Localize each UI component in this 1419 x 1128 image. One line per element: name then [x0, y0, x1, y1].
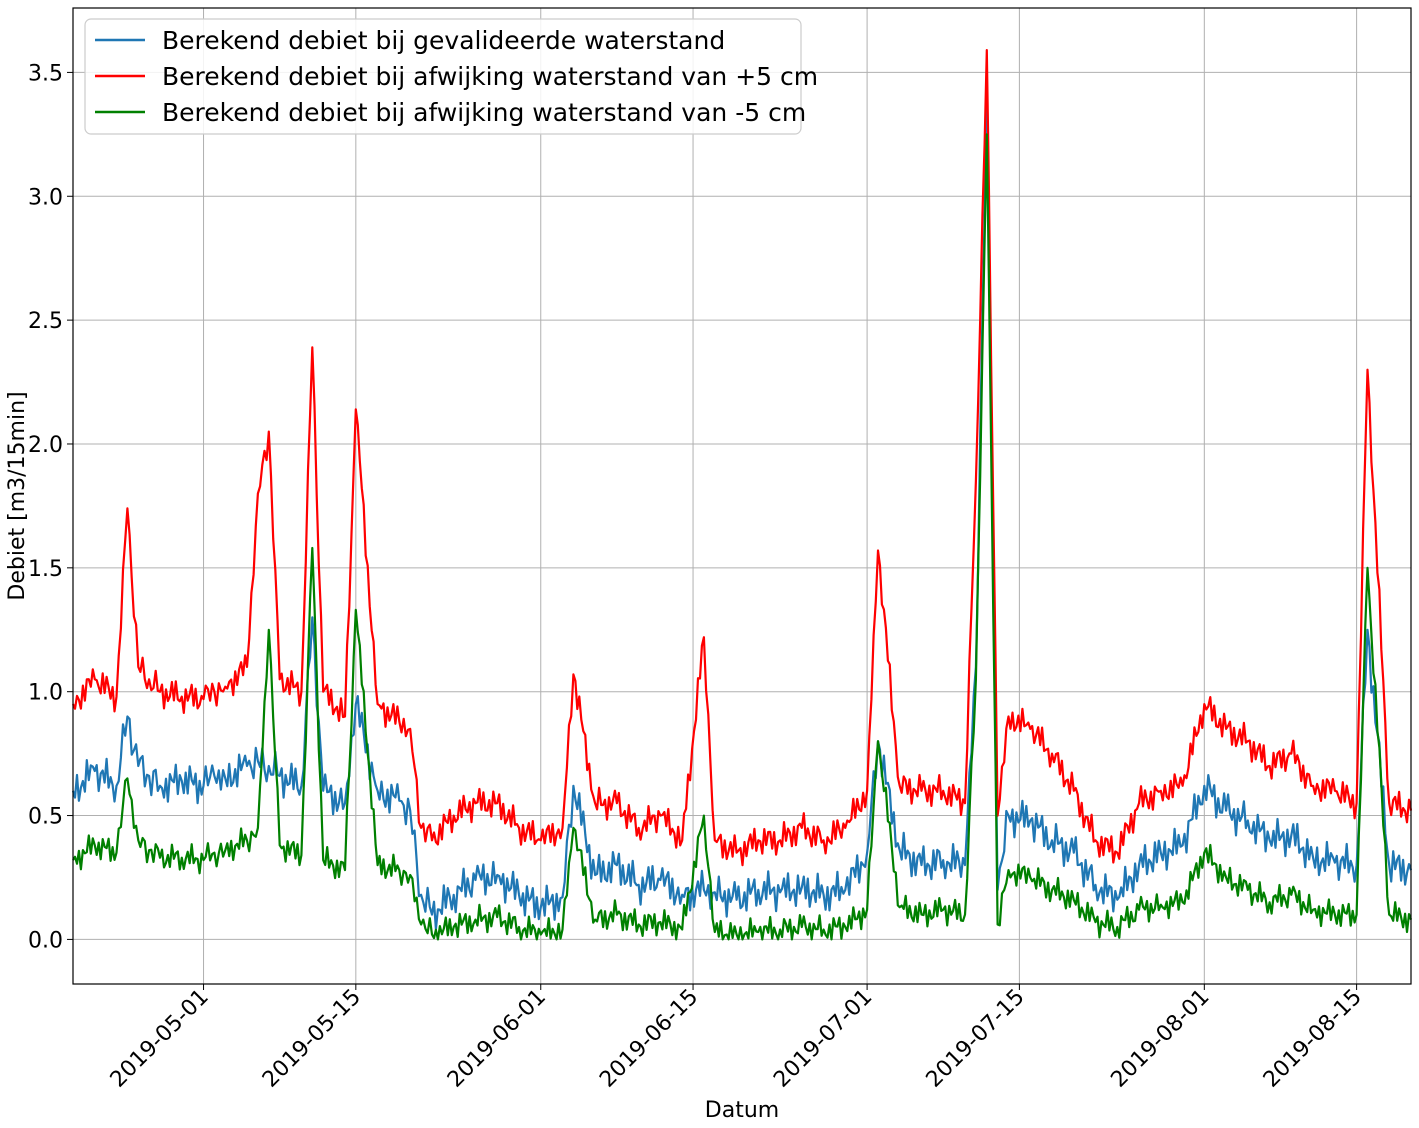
- x-tick-label: 2019-05-01: [106, 985, 214, 1093]
- x-tick-label: 2019-07-15: [922, 985, 1030, 1093]
- grid: [73, 8, 1411, 984]
- legend-label: Berekend debiet bij afwijking waterstand…: [162, 62, 818, 91]
- legend: Berekend debiet bij gevalideerde waterst…: [84, 18, 818, 135]
- y-tick-label: 0.0: [28, 928, 63, 953]
- y-tick-label: 0.5: [28, 805, 63, 830]
- series-line-2: [71, 49, 1413, 867]
- x-tick-label: 2019-08-01: [1106, 985, 1214, 1093]
- x-tick-label: 2019-05-15: [258, 985, 366, 1093]
- legend-box: [84, 18, 802, 135]
- y-tick-label: 1.5: [28, 557, 63, 582]
- y-tick-label: 3.5: [28, 61, 63, 86]
- y-axis: 0.0 0.5 1.0 1.5 2.0 2.5 3.0 3.5: [28, 61, 73, 953]
- x-tick-label: 2019-08-15: [1259, 985, 1367, 1093]
- x-axis-label: Datum: [705, 1098, 779, 1123]
- legend-label: Berekend debiet bij afwijking waterstand…: [162, 98, 806, 127]
- y-tick-label: 2.0: [28, 433, 63, 458]
- series-layer: [71, 49, 1413, 941]
- x-tick-label: 2019-06-15: [595, 985, 703, 1093]
- y-tick-label: 2.5: [28, 309, 63, 334]
- x-tick-label: 2019-07-01: [769, 985, 877, 1093]
- series-line-3: [72, 133, 1413, 941]
- legend-label: Berekend debiet bij gevalideerde waterst…: [162, 26, 725, 55]
- y-tick-label: 1.0: [28, 681, 63, 706]
- plot-frame: [72, 7, 1412, 985]
- x-axis: 2019-05-01 2019-05-15 2019-06-01 2019-06-15…: [106, 984, 1367, 1093]
- y-axis-label: Debiet [m3/15min]: [5, 391, 30, 600]
- y-tick-label: 3.0: [28, 185, 63, 210]
- x-tick-label: 2019-06-01: [443, 985, 551, 1093]
- series-line-1: [71, 83, 1413, 931]
